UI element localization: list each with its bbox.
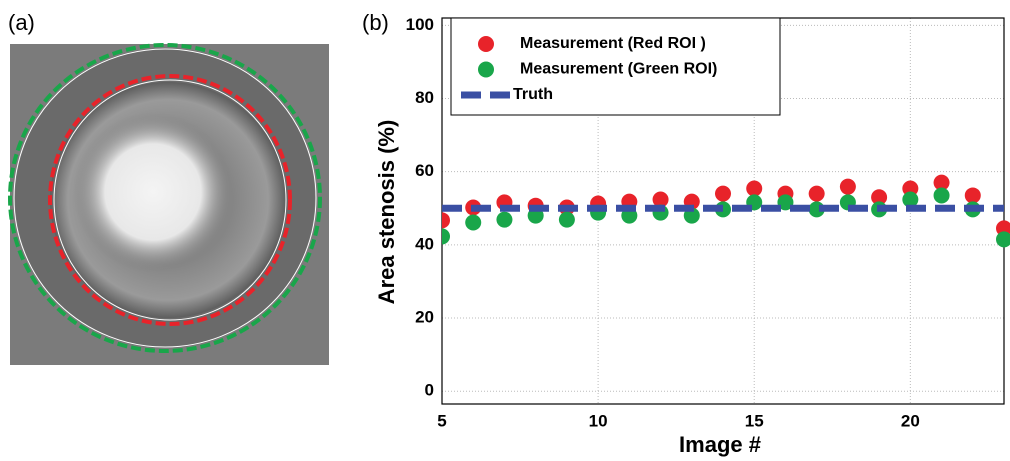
point [442, 228, 450, 245]
point [902, 191, 919, 208]
y-tick-label: 60 [415, 161, 434, 180]
point [652, 191, 669, 208]
point [465, 214, 482, 231]
panel-label: (b) [362, 10, 389, 35]
y-tick-label: 0 [425, 381, 434, 400]
x-tick-label: 15 [745, 411, 764, 430]
y-tick-label: 20 [415, 308, 434, 327]
point [777, 194, 794, 211]
legend-label: Measurement (Red ROI ) [520, 35, 706, 52]
y-axis-label: Area stenosis (%) [374, 120, 399, 305]
legend-swatch [478, 61, 494, 78]
point [964, 187, 981, 204]
panel-label: (a) [8, 10, 35, 35]
legend-label: Measurement (Green ROI) [520, 61, 717, 78]
point [496, 211, 513, 228]
y-tick-label: 80 [415, 88, 434, 107]
y-tick-label: 100 [406, 15, 434, 34]
legend-box [450, 17, 781, 116]
point [808, 185, 825, 202]
point [746, 180, 763, 197]
legend-swatch [478, 36, 494, 52]
point [902, 180, 919, 197]
point [558, 211, 575, 228]
point [442, 212, 450, 229]
x-tick-label: 10 [589, 411, 608, 430]
legend-label: Truth [513, 86, 553, 103]
point [715, 185, 731, 202]
x-tick-label: 20 [901, 411, 920, 430]
ct-image [8, 43, 329, 365]
x-axis-label: Image # [679, 432, 761, 457]
y-tick-label: 40 [415, 234, 434, 253]
point [871, 189, 888, 206]
point [839, 178, 856, 195]
point [933, 187, 950, 204]
x-tick-label: 5 [437, 411, 446, 430]
point [933, 174, 950, 191]
point [996, 231, 1010, 248]
